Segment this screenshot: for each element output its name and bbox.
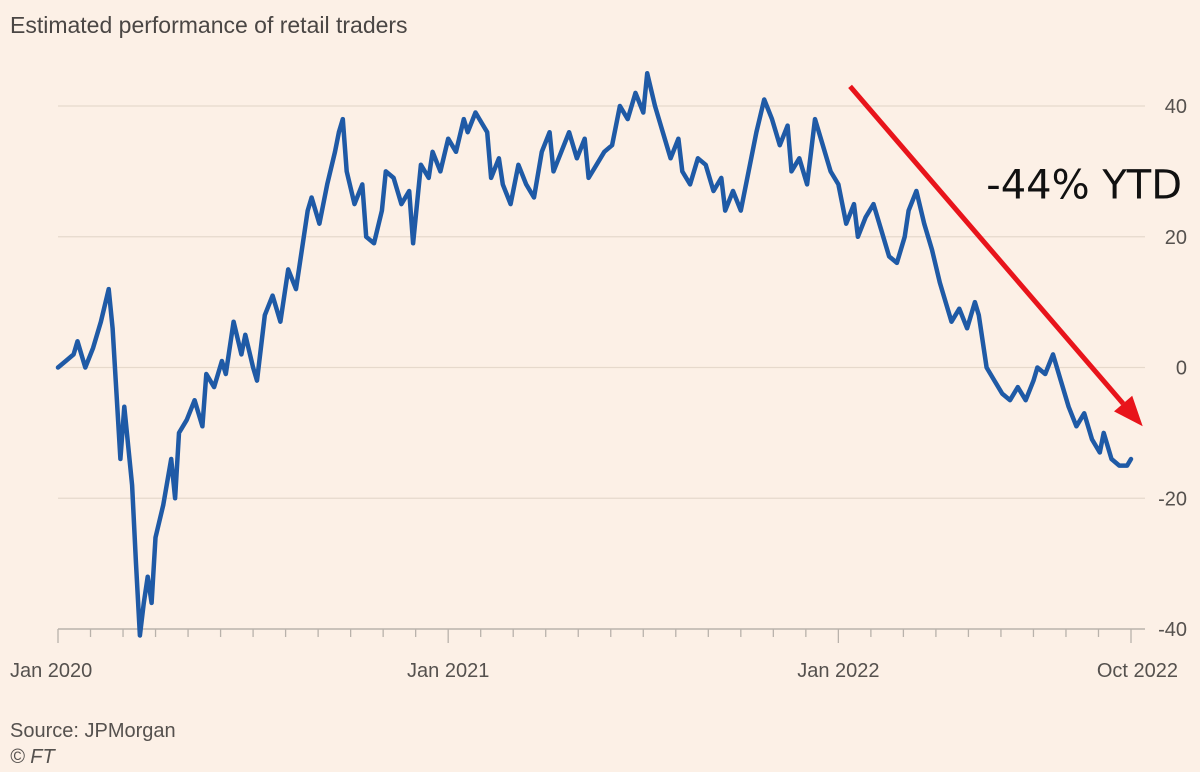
y-axis-tick-labels: 40 20 0 -20 -40: [1158, 96, 1187, 641]
annotation-arrow-head: [1114, 395, 1143, 427]
x-tick-label: Jan 2022: [797, 660, 879, 682]
x-tick-label: Jan 2021: [407, 660, 489, 682]
source-note: Source: JPMorgan: [10, 720, 176, 742]
series-group: [55, 71, 1134, 638]
y-tick-label: 0: [1176, 358, 1187, 380]
series-line: [55, 71, 1134, 638]
annotation-label: -44% YTD: [986, 162, 1182, 208]
chart-gridlines: [58, 105, 1145, 630]
x-tick-label: Jan 2020: [10, 660, 92, 682]
chart-title: Estimated performance of retail traders: [10, 12, 408, 38]
y-tick-label: 40: [1165, 96, 1187, 118]
y-tick-label: 20: [1165, 227, 1187, 249]
x-tick-label: Oct 2022: [1097, 660, 1178, 682]
y-tick-label: -20: [1158, 488, 1187, 510]
x-axis: [57, 629, 1132, 643]
y-tick-label: -40: [1158, 619, 1187, 641]
copyright-note: © FT: [10, 746, 55, 768]
x-axis-tick-labels: Jan 2020 Jan 2021 Jan 2022 Oct 2022: [10, 660, 1178, 682]
annotation-arrow-shaft: [848, 84, 1126, 406]
annotations: -44% YTD: [848, 84, 1182, 427]
